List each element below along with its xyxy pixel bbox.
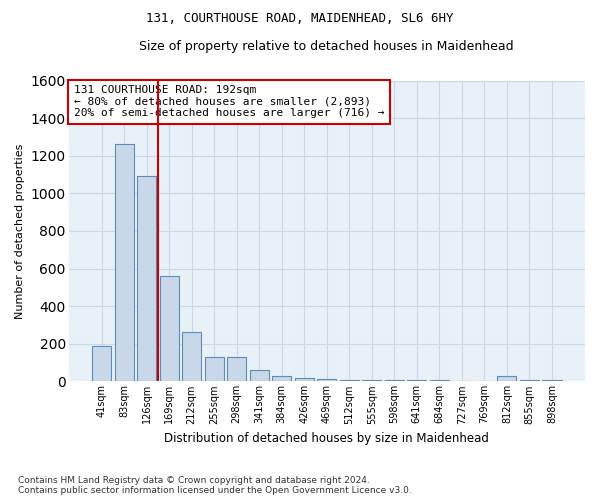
Bar — [115, 144, 134, 382]
Bar — [385, 380, 404, 382]
Bar — [295, 378, 314, 382]
Bar — [272, 376, 292, 382]
Bar — [182, 332, 201, 382]
Y-axis label: Number of detached properties: Number of detached properties — [15, 144, 25, 318]
Bar — [250, 370, 269, 382]
Text: 131 COURTHOUSE ROAD: 192sqm
← 80% of detached houses are smaller (2,893)
20% of : 131 COURTHOUSE ROAD: 192sqm ← 80% of det… — [74, 85, 384, 118]
X-axis label: Distribution of detached houses by size in Maidenhead: Distribution of detached houses by size … — [164, 432, 489, 445]
Text: 131, COURTHOUSE ROAD, MAIDENHEAD, SL6 6HY: 131, COURTHOUSE ROAD, MAIDENHEAD, SL6 6H… — [146, 12, 454, 26]
Bar — [92, 346, 111, 382]
Bar — [497, 376, 517, 382]
Bar — [407, 380, 427, 382]
Bar — [160, 276, 179, 382]
Bar — [430, 380, 449, 382]
Bar — [317, 378, 337, 382]
Bar — [205, 357, 224, 382]
Bar — [520, 380, 539, 382]
Bar — [340, 380, 359, 382]
Bar — [137, 176, 156, 382]
Bar — [542, 380, 562, 382]
Bar — [362, 380, 382, 382]
Title: Size of property relative to detached houses in Maidenhead: Size of property relative to detached ho… — [139, 40, 514, 53]
Bar — [227, 357, 246, 382]
Text: Contains HM Land Registry data © Crown copyright and database right 2024.
Contai: Contains HM Land Registry data © Crown c… — [18, 476, 412, 495]
